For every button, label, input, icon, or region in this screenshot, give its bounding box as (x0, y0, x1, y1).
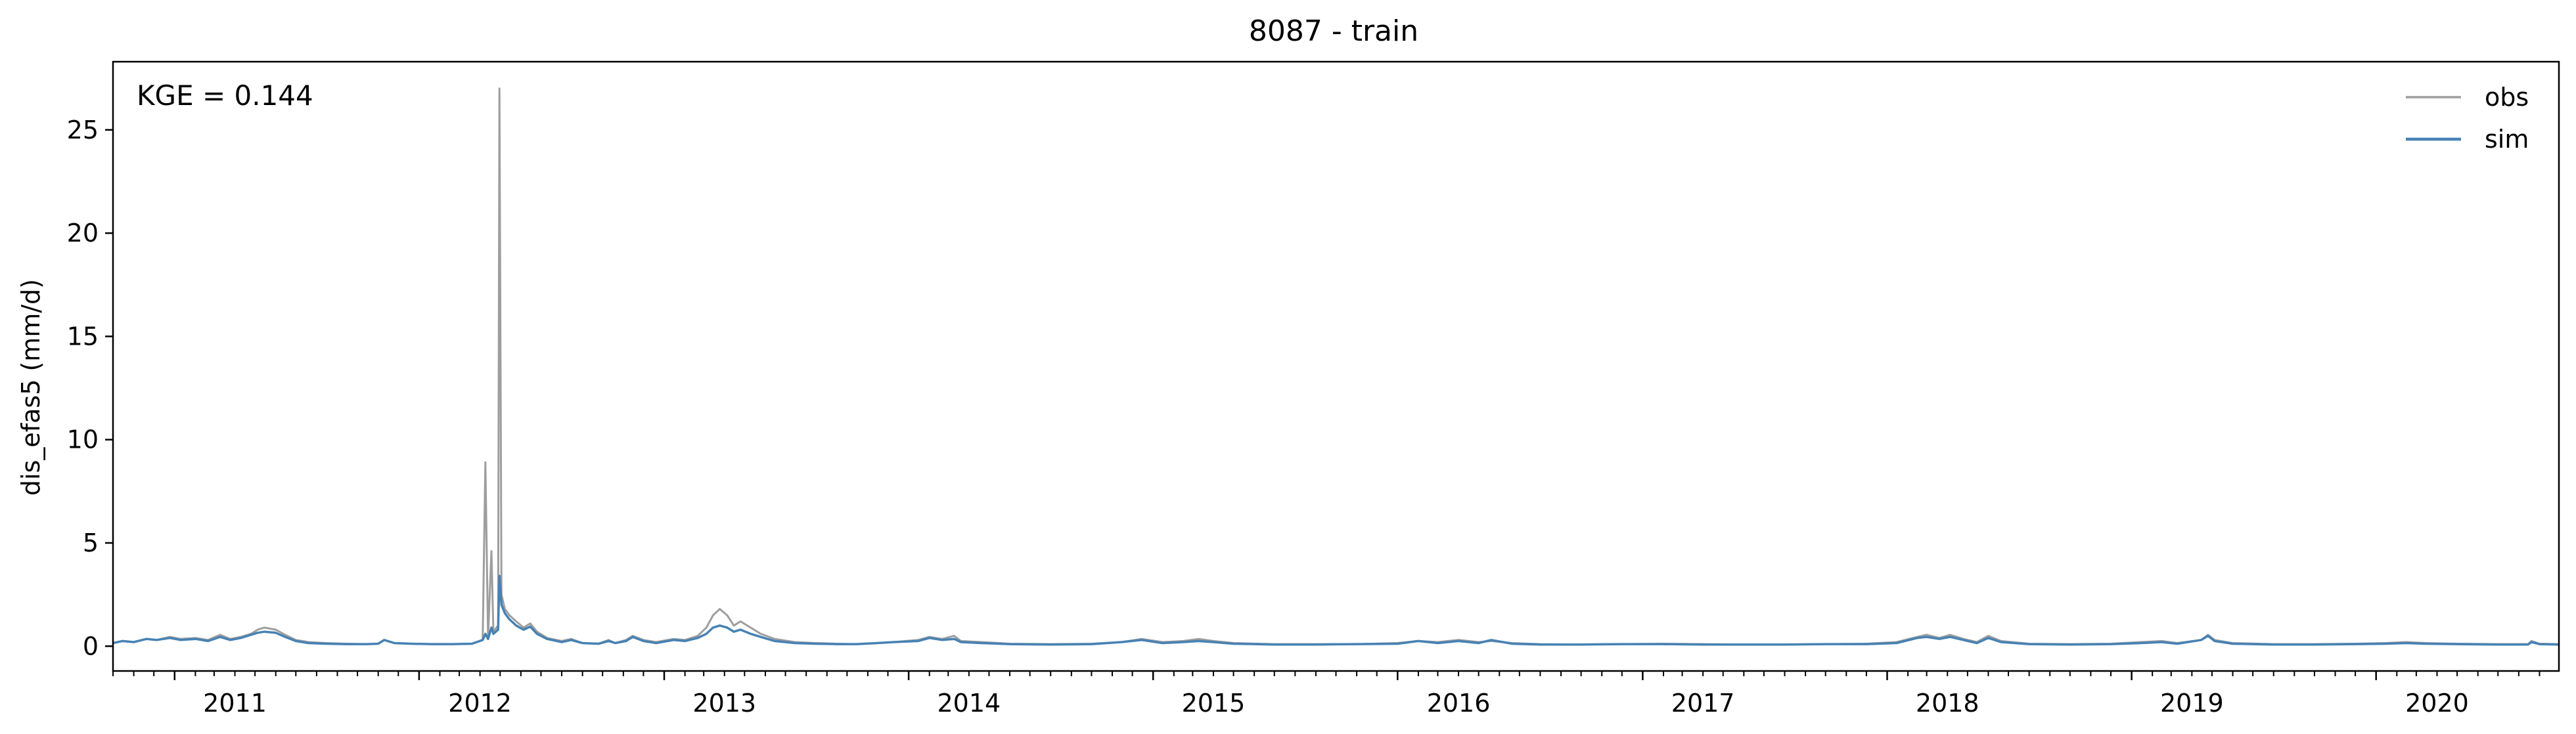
y-axis: 0 5 10 15 20 25 (67, 116, 113, 660)
x-tick-label: 2018 (1916, 689, 1979, 718)
y-tick-label: 20 (67, 219, 99, 248)
series-group (113, 87, 2559, 646)
x-tick-label: 2020 (2405, 689, 2469, 718)
x-tick-label: 2014 (937, 689, 1001, 718)
legend: obs sim (2406, 83, 2529, 154)
legend-obs-label: obs (2485, 83, 2529, 112)
plot-frame (112, 60, 2560, 672)
x-tick-label: 2015 (1182, 689, 1246, 718)
x-tick-label: 2011 (203, 689, 267, 718)
x-tick-label: 2017 (1671, 689, 1735, 718)
x-tick-label: 2016 (1427, 689, 1491, 718)
x-tick-label: 2019 (2160, 689, 2224, 718)
kge-annotation: KGE = 0.144 (137, 79, 313, 112)
y-tick-label: 0 (83, 632, 99, 660)
y-tick-label: 15 (67, 322, 99, 351)
y-axis-label: dis_efas5 (mm/d) (16, 279, 45, 496)
series-line-sim (113, 574, 2559, 646)
y-tick-label: 10 (67, 425, 99, 454)
y-tick-label: 5 (83, 529, 99, 557)
x-tick-label: 2013 (692, 689, 756, 718)
chart-title: 8087 - train (1249, 14, 1418, 48)
legend-sim-label: sim (2485, 125, 2529, 154)
x-tick-label: 2012 (448, 689, 512, 718)
x-axis: 2011 2012 2013 2014 2015 2016 2017 2018 2019 2020 (112, 671, 2541, 718)
y-tick-label: 25 (67, 116, 99, 144)
